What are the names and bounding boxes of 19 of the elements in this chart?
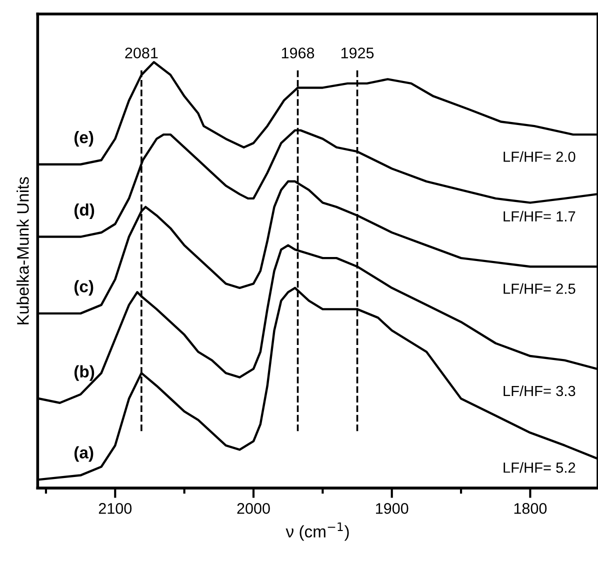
ref-line-label: 1925 [341, 48, 374, 58]
annotation: LF/HF= 2.0 [504, 151, 576, 162]
annotation: LF/HF= 2.5 [504, 283, 576, 294]
x-tick-label: 2100 [98, 503, 132, 514]
ref-line-label: 1968 [282, 48, 314, 58]
series-label: (c) [74, 280, 94, 296]
x-tick-label: 1800 [514, 503, 547, 514]
x-axis-title: ν (cm$^{−1}$) [286, 522, 349, 541]
annotation: LF/HF= 1.7 [504, 210, 576, 222]
series-label: (a) [74, 446, 94, 462]
series-label: (e) [74, 131, 94, 147]
x-tick-label: 1900 [376, 503, 408, 514]
annotation: LF/HF= 3.3 [504, 385, 576, 396]
x-tick-label: 2000 [237, 503, 270, 514]
series-label: (b) [74, 365, 94, 381]
y-axis-title: Kubelka-Munk Units [16, 177, 29, 324]
ref-line-label: 2081 [125, 48, 158, 58]
annotation: LF/HF= 5.2 [504, 462, 576, 473]
series-label: (d) [74, 203, 94, 219]
